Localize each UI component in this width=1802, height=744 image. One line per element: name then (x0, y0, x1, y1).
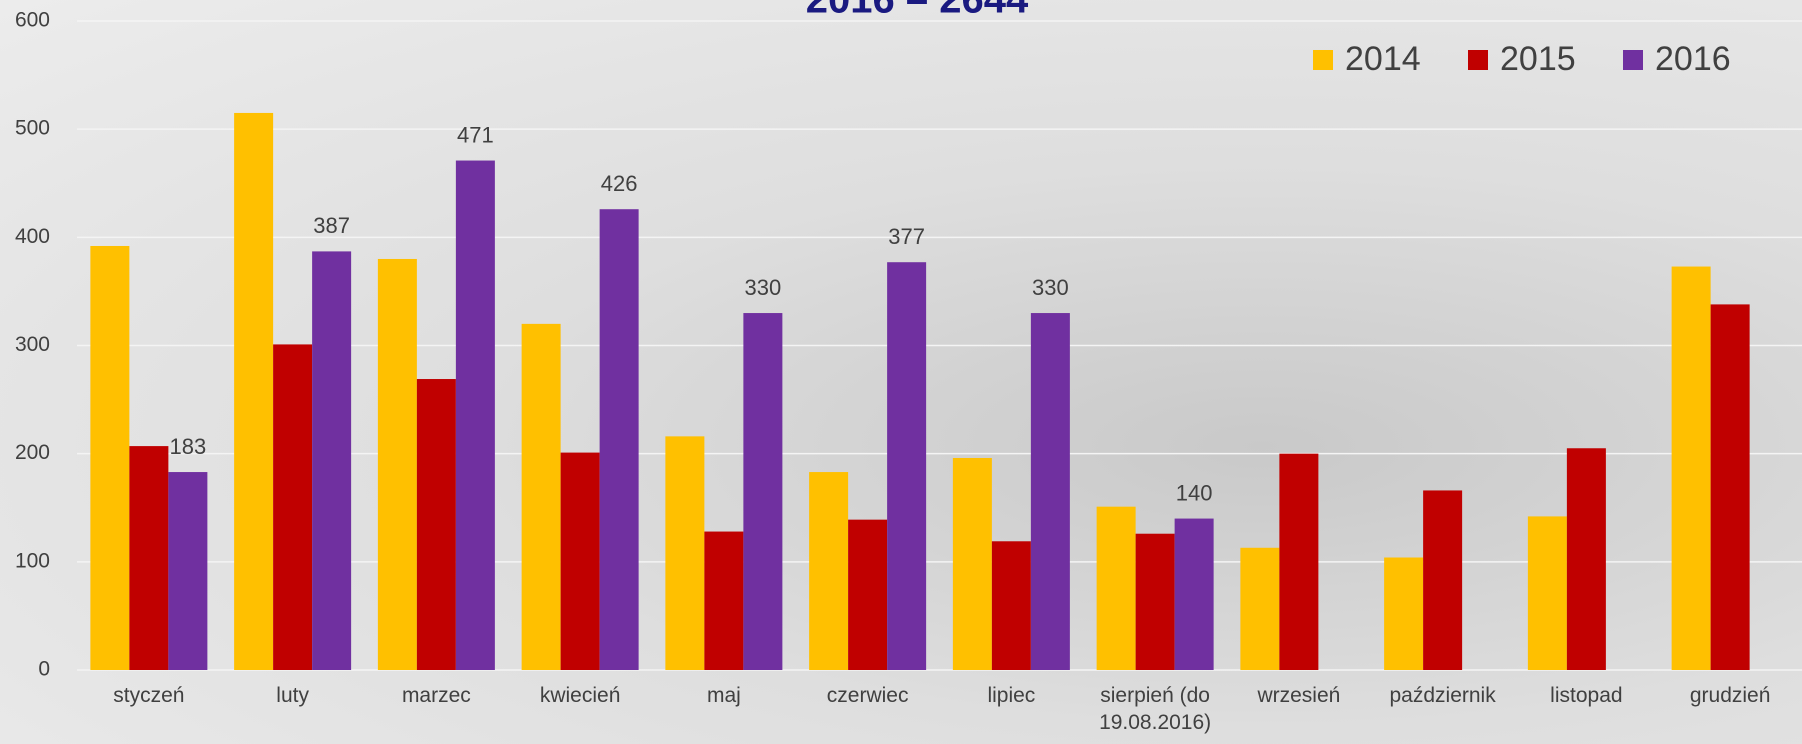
bar (90, 246, 129, 670)
bar (312, 251, 351, 670)
y-tick-label: 600 (15, 9, 50, 32)
x-tick-label: październik (1378, 682, 1508, 709)
bar (704, 532, 743, 670)
legend-swatch (1623, 50, 1643, 70)
bar (665, 436, 704, 670)
legend-label: 2015 (1500, 40, 1576, 78)
bar (273, 344, 312, 670)
y-tick-label: 200 (15, 441, 50, 464)
bar (1711, 304, 1750, 670)
x-tick-label: maj (659, 682, 789, 709)
x-tick-label: luty (228, 682, 358, 709)
bar (809, 472, 848, 670)
x-tick-label: listopad (1521, 682, 1651, 709)
bar (1567, 448, 1606, 670)
bar (456, 161, 495, 670)
bar (234, 113, 273, 670)
data-label: 140 (1176, 480, 1213, 505)
bar (1528, 516, 1567, 670)
y-tick-label: 0 (38, 658, 50, 681)
data-label: 330 (745, 275, 782, 300)
data-label: 377 (888, 224, 925, 249)
bar (1240, 548, 1279, 670)
bar (417, 379, 456, 670)
bar (378, 259, 417, 670)
bar (561, 453, 600, 670)
data-label: 426 (601, 171, 638, 196)
x-tick-label: grudzień (1665, 682, 1795, 709)
x-tick-label: kwiecień (515, 682, 645, 709)
x-tick-label: lipiec (946, 682, 1076, 709)
chart-title: 2016 – 2644 (806, 0, 1029, 22)
data-label: 471 (457, 122, 494, 147)
bar (1672, 267, 1711, 670)
bar (953, 458, 992, 670)
bar (1097, 507, 1136, 670)
legend-label: 2014 (1345, 40, 1421, 78)
bar (743, 313, 782, 670)
x-tick-label: marzec (371, 682, 501, 709)
data-label: 330 (1032, 275, 1069, 300)
y-tick-label: 500 (15, 117, 50, 140)
bar (1384, 558, 1423, 670)
y-tick-label: 300 (15, 333, 50, 356)
bar (1279, 454, 1318, 670)
x-tick-label: wrzesień (1234, 682, 1364, 709)
x-tick-label: czerwiec (803, 682, 933, 709)
x-tick-label: styczeń (84, 682, 214, 709)
bar (1423, 490, 1462, 670)
y-tick-label: 400 (15, 225, 50, 248)
bar (168, 472, 207, 670)
bar (1031, 313, 1070, 670)
y-tick-label: 100 (15, 549, 50, 572)
bar (848, 520, 887, 670)
legend-swatch (1313, 50, 1333, 70)
bar (600, 209, 639, 670)
chart-svg: 2016 – 2644 0 100 200 300 400 500 600 183 387 471… (0, 0, 1802, 744)
bar (887, 262, 926, 670)
legend-label: 2016 (1655, 40, 1731, 78)
bar (522, 324, 561, 670)
bar (992, 541, 1031, 670)
bar (1175, 519, 1214, 670)
bar (1136, 534, 1175, 670)
x-tick-label: sierpień (do 19.08.2016) (1090, 682, 1220, 736)
data-label: 183 (170, 434, 207, 459)
legend-swatch (1468, 50, 1488, 70)
data-label: 387 (313, 213, 350, 238)
bar (129, 446, 168, 670)
chart: 2016 – 2644 0 100 200 300 400 500 600 183 387 471… (0, 0, 1802, 744)
